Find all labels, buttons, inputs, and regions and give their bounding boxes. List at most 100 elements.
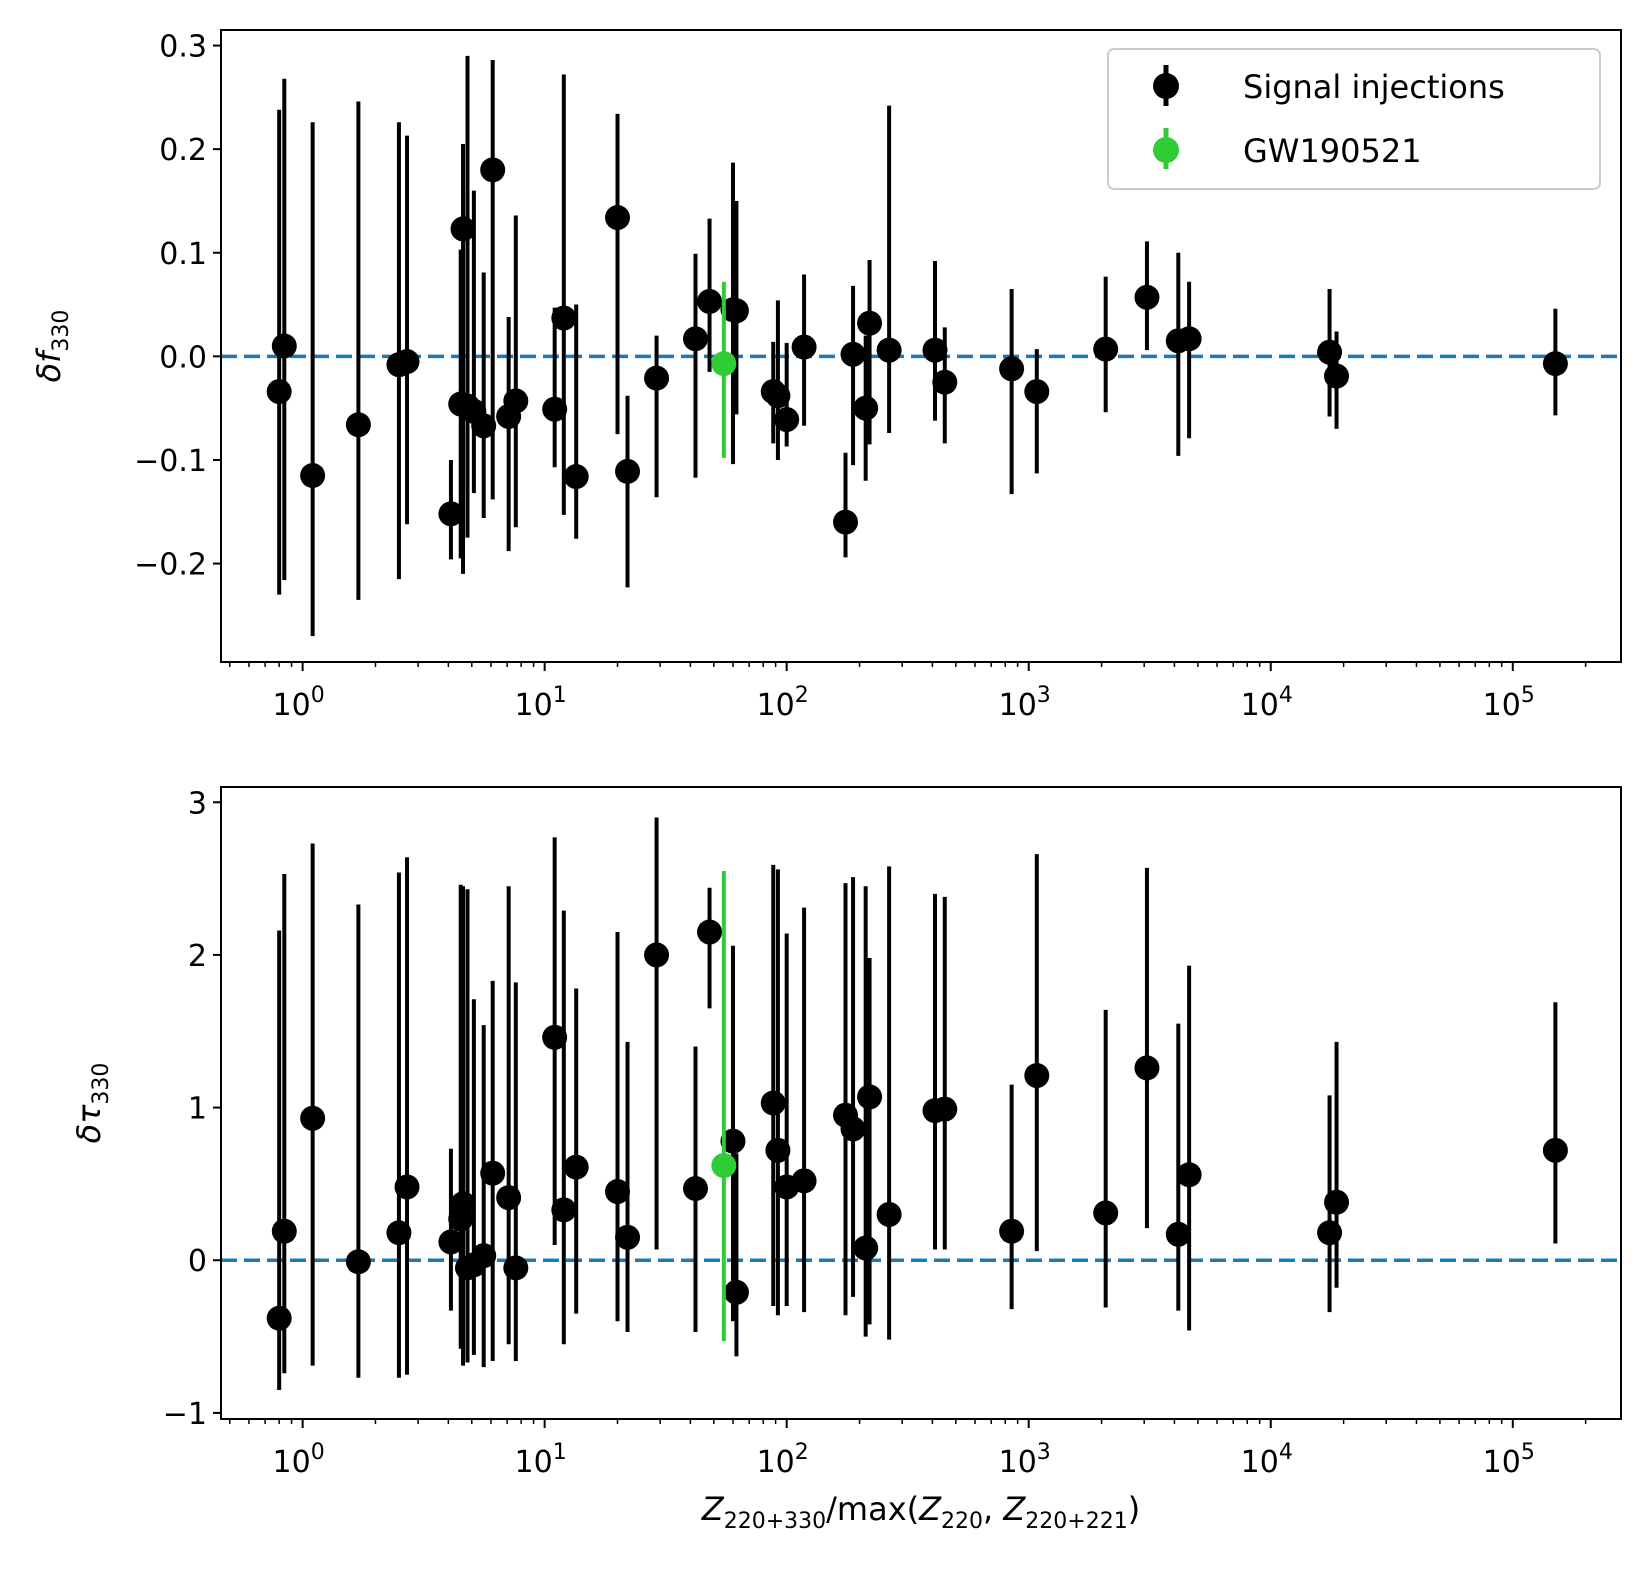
top-data-point: [1542, 351, 1568, 377]
top-data-point: [563, 464, 589, 490]
bottom-data-point: [682, 1175, 708, 1201]
top-data-point: [711, 351, 737, 377]
bottom-y-tick-label: 1: [188, 1092, 207, 1127]
top-data-point: [471, 413, 497, 439]
top-data-point: [271, 333, 297, 359]
bottom-data-point: [605, 1179, 631, 1205]
bottom-series-gw190521: [711, 870, 737, 1342]
top-y-axis-label: δf330: [30, 310, 74, 383]
bottom-plot-area: [221, 817, 1621, 1390]
top-plot-area: [221, 55, 1621, 637]
bottom-panel: −1 0 1 2 3 100 101 102 103 104 105 δτ330 Z220+330…: [70, 786, 1622, 1534]
top-x-ticks: 100 101 102 103 104 105: [229, 662, 1587, 723]
top-data-point: [1134, 284, 1160, 310]
legend: Signal injections GW190521: [1107, 48, 1601, 190]
bottom-data-point: [563, 1154, 589, 1180]
bottom-x-ticks: 100 101 102 103 104 105: [229, 1419, 1587, 1480]
bottom-data-point: [1024, 1063, 1050, 1089]
top-y-tick-label: −0.1: [134, 444, 207, 479]
top-data-point: [438, 501, 464, 527]
top-x-tick-label: 100: [273, 683, 325, 723]
bottom-data-point: [615, 1224, 641, 1250]
bottom-data-point: [503, 1255, 529, 1281]
top-data-point: [833, 509, 859, 535]
bottom-data-point: [542, 1024, 568, 1050]
top-data-point: [345, 412, 371, 438]
bottom-data-point: [1093, 1200, 1119, 1226]
top-data-point: [542, 396, 568, 422]
top-y-tick-label: 0.3: [159, 30, 207, 65]
top-data-point: [682, 326, 708, 352]
legend-label-injections: Signal injections: [1243, 68, 1505, 106]
bottom-data-point: [394, 1174, 420, 1200]
x-axis-label: Z220+330/max(Z220, Z220+221): [701, 1490, 1140, 1534]
top-data-point: [615, 458, 641, 484]
bottom-series-injections: [266, 817, 1568, 1390]
bottom-y-ticks: −1 0 1 2 3: [163, 786, 221, 1432]
bottom-data-point: [271, 1218, 297, 1244]
top-y-ticks: −0.2 −0.1 0.0 0.1 0.2 0.3: [134, 30, 221, 583]
bottom-data-point: [853, 1235, 879, 1261]
bottom-y-tick-label: 2: [188, 939, 207, 974]
legend-marker-gw190521: [1153, 128, 1179, 169]
top-series-gw190521: [711, 281, 737, 458]
top-data-point: [503, 388, 529, 414]
bottom-data-point: [723, 1279, 749, 1305]
top-data-point: [644, 365, 670, 391]
top-panel: −0.2−0.10.00.10.20.3 100 101 102 103 104 105 …: [30, 29, 1622, 723]
top-axes-frame: [220, 29, 1622, 663]
bottom-data-point: [300, 1105, 326, 1131]
top-y-tick-label: −0.2: [134, 548, 207, 583]
bottom-y-tick-label: −1: [163, 1397, 207, 1432]
bottom-data-point: [876, 1201, 902, 1227]
top-x-tick-label: 101: [515, 683, 567, 723]
bottom-x-tick-label: 105: [1483, 1440, 1535, 1480]
top-data-point: [857, 310, 883, 336]
bottom-data-point: [1176, 1162, 1202, 1188]
bottom-data-point: [760, 1090, 786, 1116]
bottom-x-tick-label: 102: [757, 1440, 809, 1480]
bottom-data-point: [644, 942, 670, 968]
bottom-data-point: [450, 1191, 476, 1217]
bottom-x-tick-label: 101: [515, 1440, 567, 1480]
top-data-point: [765, 383, 791, 409]
top-data-point: [1324, 363, 1350, 389]
top-data-point: [300, 463, 326, 489]
bottom-data-point: [720, 1128, 746, 1154]
bottom-y-tick-label: 0: [188, 1244, 207, 1279]
top-data-point: [723, 298, 749, 324]
top-data-point: [876, 337, 902, 363]
bottom-data-point: [932, 1096, 958, 1122]
top-data-point: [450, 216, 476, 242]
top-data-point: [999, 356, 1025, 382]
top-data-point: [480, 157, 506, 183]
legend-box: [1107, 48, 1601, 190]
bottom-data-point: [791, 1168, 817, 1194]
bottom-data-point: [1324, 1189, 1350, 1215]
top-data-point: [922, 337, 948, 363]
bottom-data-point: [480, 1160, 506, 1186]
top-data-point: [791, 334, 817, 360]
bottom-y-axis-label: δτ330: [70, 1063, 114, 1144]
top-data-point: [394, 349, 420, 375]
bottom-data-point: [1542, 1137, 1568, 1163]
top-data-point: [1024, 379, 1050, 405]
bottom-data-point: [857, 1084, 883, 1110]
bottom-data-point: [840, 1116, 866, 1142]
top-data-point: [605, 205, 631, 231]
top-data-point: [840, 341, 866, 367]
top-data-point: [1093, 336, 1119, 362]
bottom-data-point: [266, 1305, 292, 1331]
bottom-data-point: [1134, 1055, 1160, 1081]
top-y-tick-label: 0.1: [159, 237, 207, 272]
top-data-point: [1176, 326, 1202, 352]
top-data-point: [853, 395, 879, 421]
top-x-tick-label: 102: [757, 683, 809, 723]
bottom-data-point: [765, 1137, 791, 1163]
top-x-tick-label: 104: [1241, 683, 1293, 723]
top-y-tick-label: 0.2: [159, 133, 207, 168]
bottom-y-tick-label: 3: [188, 786, 207, 821]
legend-marker-injections: [1153, 65, 1179, 106]
top-data-point: [774, 407, 800, 433]
